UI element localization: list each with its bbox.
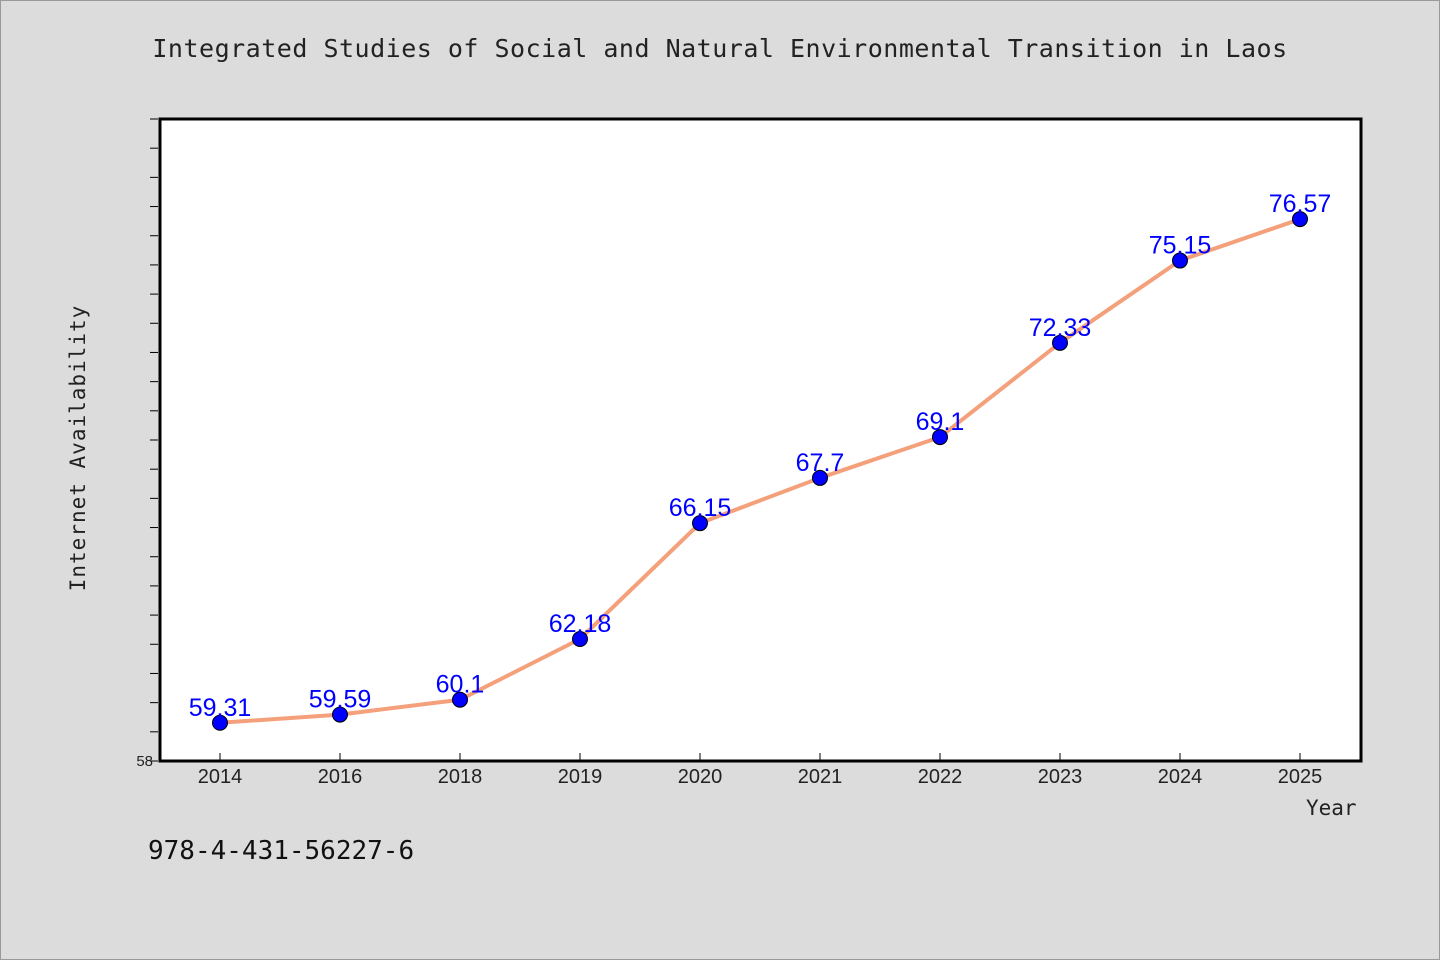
data-point bbox=[1292, 211, 1308, 228]
data-label: 69.1 bbox=[916, 408, 965, 436]
data-label: 75.15 bbox=[1149, 232, 1212, 260]
x-tick-label: 2020 bbox=[678, 766, 723, 788]
x-tick-label: 2014 bbox=[198, 766, 243, 788]
x-axis-ticks: 2014 2016 2018 2019 2020 2021 2022 2023 2024 2025 bbox=[198, 753, 1323, 788]
x-tick-label: 2019 bbox=[558, 766, 603, 788]
data-point bbox=[1052, 334, 1068, 351]
series-markers-group bbox=[212, 211, 1308, 731]
series-line-group bbox=[219, 217, 1301, 725]
x-tick-label: 2016 bbox=[318, 766, 363, 788]
y-axis-ticks bbox=[150, 118, 158, 762]
series-labels-group: 59.31 59.59 60.1 62.18 66.15 67.7 69.1 72.33 75.… bbox=[189, 190, 1332, 722]
data-point bbox=[452, 691, 468, 708]
data-label: 66.15 bbox=[669, 494, 732, 522]
chart-title: Integrated Studies of Social and Natural… bbox=[152, 34, 1288, 63]
x-tick-label: 2021 bbox=[798, 766, 843, 788]
data-point bbox=[932, 429, 948, 446]
data-point bbox=[692, 515, 708, 532]
data-label: 62.18 bbox=[549, 610, 612, 638]
plot-area bbox=[158, 117, 1363, 763]
y-axis-label: Internet Availability bbox=[66, 304, 90, 592]
x-tick-label: 2022 bbox=[918, 766, 963, 788]
x-tick-label: 2023 bbox=[1038, 766, 1083, 788]
data-point bbox=[812, 469, 828, 486]
data-point bbox=[332, 706, 348, 723]
data-label: 76.57 bbox=[1269, 190, 1332, 218]
y-axis-min-label: 58 bbox=[136, 753, 153, 770]
x-tick-label: 2018 bbox=[438, 766, 483, 788]
series-line bbox=[219, 217, 1301, 725]
x-axis-label: Year bbox=[1306, 796, 1357, 820]
data-point bbox=[212, 714, 228, 731]
data-point bbox=[1172, 252, 1188, 269]
data-label: 72.33 bbox=[1029, 314, 1092, 342]
data-label: 67.7 bbox=[796, 449, 845, 477]
x-tick-label: 2025 bbox=[1278, 766, 1323, 788]
data-point bbox=[572, 631, 588, 648]
data-label: 59.59 bbox=[309, 686, 372, 714]
x-tick-label: 2024 bbox=[1158, 766, 1203, 788]
isbn-text: 978-4-431-56227-6 bbox=[148, 836, 415, 866]
data-label: 60.1 bbox=[436, 671, 485, 699]
data-label: 59.31 bbox=[189, 694, 252, 722]
